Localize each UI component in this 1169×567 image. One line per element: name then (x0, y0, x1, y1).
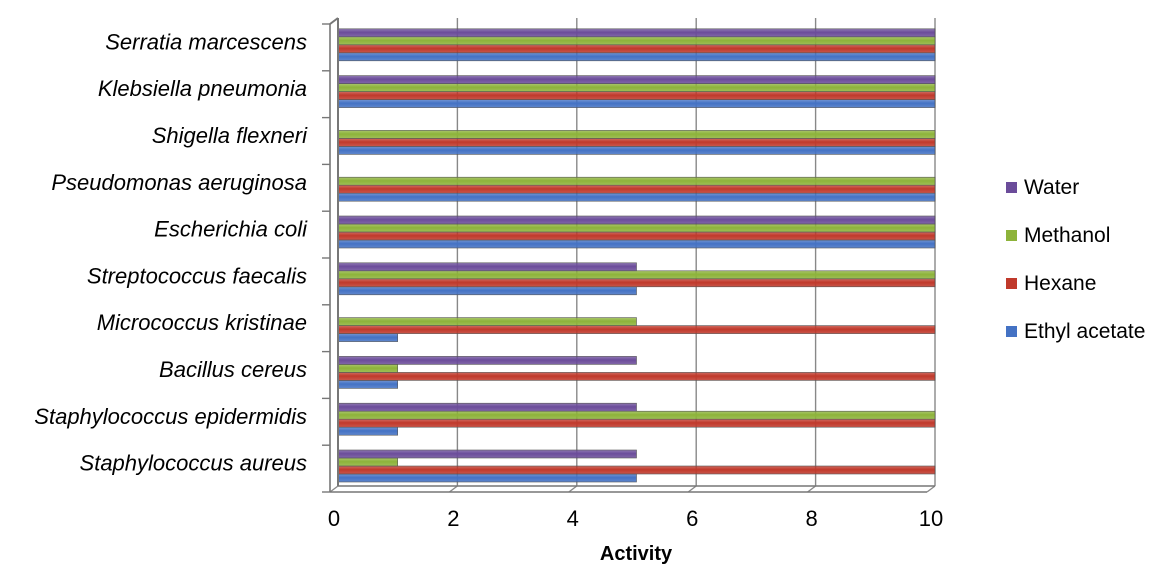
bar-methanol (337, 270, 936, 280)
bar-hexane (337, 138, 936, 147)
bars (337, 28, 936, 483)
category-label: Escherichia coli (154, 217, 308, 242)
legend-swatch (1006, 326, 1017, 337)
bar-ethyl-acetate (337, 286, 637, 296)
bar-water (337, 28, 936, 38)
x-tick-label: 2 (447, 506, 459, 531)
bar-methanol (337, 130, 936, 139)
bar-ethyl-acetate (337, 52, 936, 62)
bar-hexane (337, 418, 936, 428)
category-label: Staphylococcus epidermidis (34, 404, 307, 429)
x-tick-label: 4 (567, 506, 579, 531)
grid-floor-line (448, 485, 458, 493)
bar-hexane (337, 184, 936, 194)
bar-hexane (337, 44, 936, 54)
bar-water (337, 215, 936, 225)
grid-floor-line (926, 485, 936, 493)
x-tick-label: 10 (919, 506, 943, 531)
bar-methanol (337, 410, 936, 420)
grid-floor-line (687, 485, 697, 493)
category-label: Streptococcus faecalis (87, 263, 307, 288)
bar-ethyl-acetate (337, 333, 399, 342)
legend: Water Methanol Hexane Ethyl acetate (1006, 176, 1145, 343)
bar-water (337, 262, 637, 272)
bar-hexane (337, 465, 936, 475)
bar-water (337, 449, 637, 459)
bar-methanol (337, 457, 399, 467)
category-label: Micrococcus kristinae (97, 310, 307, 335)
x-tick-label: 8 (805, 506, 817, 531)
bar-hexane (337, 278, 936, 288)
legend-swatch (1006, 278, 1017, 289)
axes (322, 17, 935, 493)
category-label: Klebsiella pneumonia (98, 76, 307, 101)
x-tick-label: 6 (686, 506, 698, 531)
category-label: Bacillus cereus (159, 357, 307, 382)
bar-hexane (337, 91, 936, 100)
legend-swatch (1006, 230, 1017, 241)
grid-floor-line (807, 485, 817, 493)
bar-ethyl-acetate (337, 239, 936, 249)
bar-ethyl-acetate (337, 380, 399, 389)
bar-ethyl-acetate (337, 473, 637, 483)
bar-ethyl-acetate (337, 192, 936, 202)
legend-label: Hexane (1024, 272, 1096, 295)
x-tick-label: 0 (328, 506, 340, 531)
tick-labels: 0 2 4 6 8 10 (328, 506, 943, 531)
legend-swatch (1006, 182, 1017, 193)
bar-methanol (337, 176, 936, 186)
bar-methanol (337, 83, 936, 92)
grid-floor-line (329, 485, 339, 493)
bar-hexane (337, 372, 936, 381)
bar-water (337, 356, 637, 365)
category-label: Shigella flexneri (152, 123, 308, 148)
category-label: Serratia marcescens (105, 29, 307, 54)
y-axis-3d-edge (329, 17, 339, 25)
bar-methanol (337, 36, 936, 46)
category-labels: Staphylococcus aureus Staphylococcus epid… (34, 29, 308, 475)
bar-ethyl-acetate (337, 426, 399, 436)
bar-hexane (337, 325, 936, 334)
category-label: Pseudomonas aeruginosa (51, 170, 307, 195)
legend-label: Ethyl acetate (1024, 320, 1145, 343)
bar-water (337, 75, 936, 84)
bar-methanol (337, 317, 637, 326)
bar-ethyl-acetate (337, 146, 936, 155)
bar-hexane (337, 231, 936, 241)
legend-label: Water (1024, 176, 1079, 199)
x-axis-title: Activity (600, 543, 673, 565)
legend-label: Methanol (1024, 224, 1110, 247)
bar-water (337, 402, 637, 412)
bar-methanol (337, 223, 936, 233)
grid-floor-line (568, 485, 578, 493)
bar-methanol (337, 364, 399, 373)
bar-ethyl-acetate (337, 99, 936, 108)
category-label: Staphylococcus aureus (80, 451, 307, 476)
